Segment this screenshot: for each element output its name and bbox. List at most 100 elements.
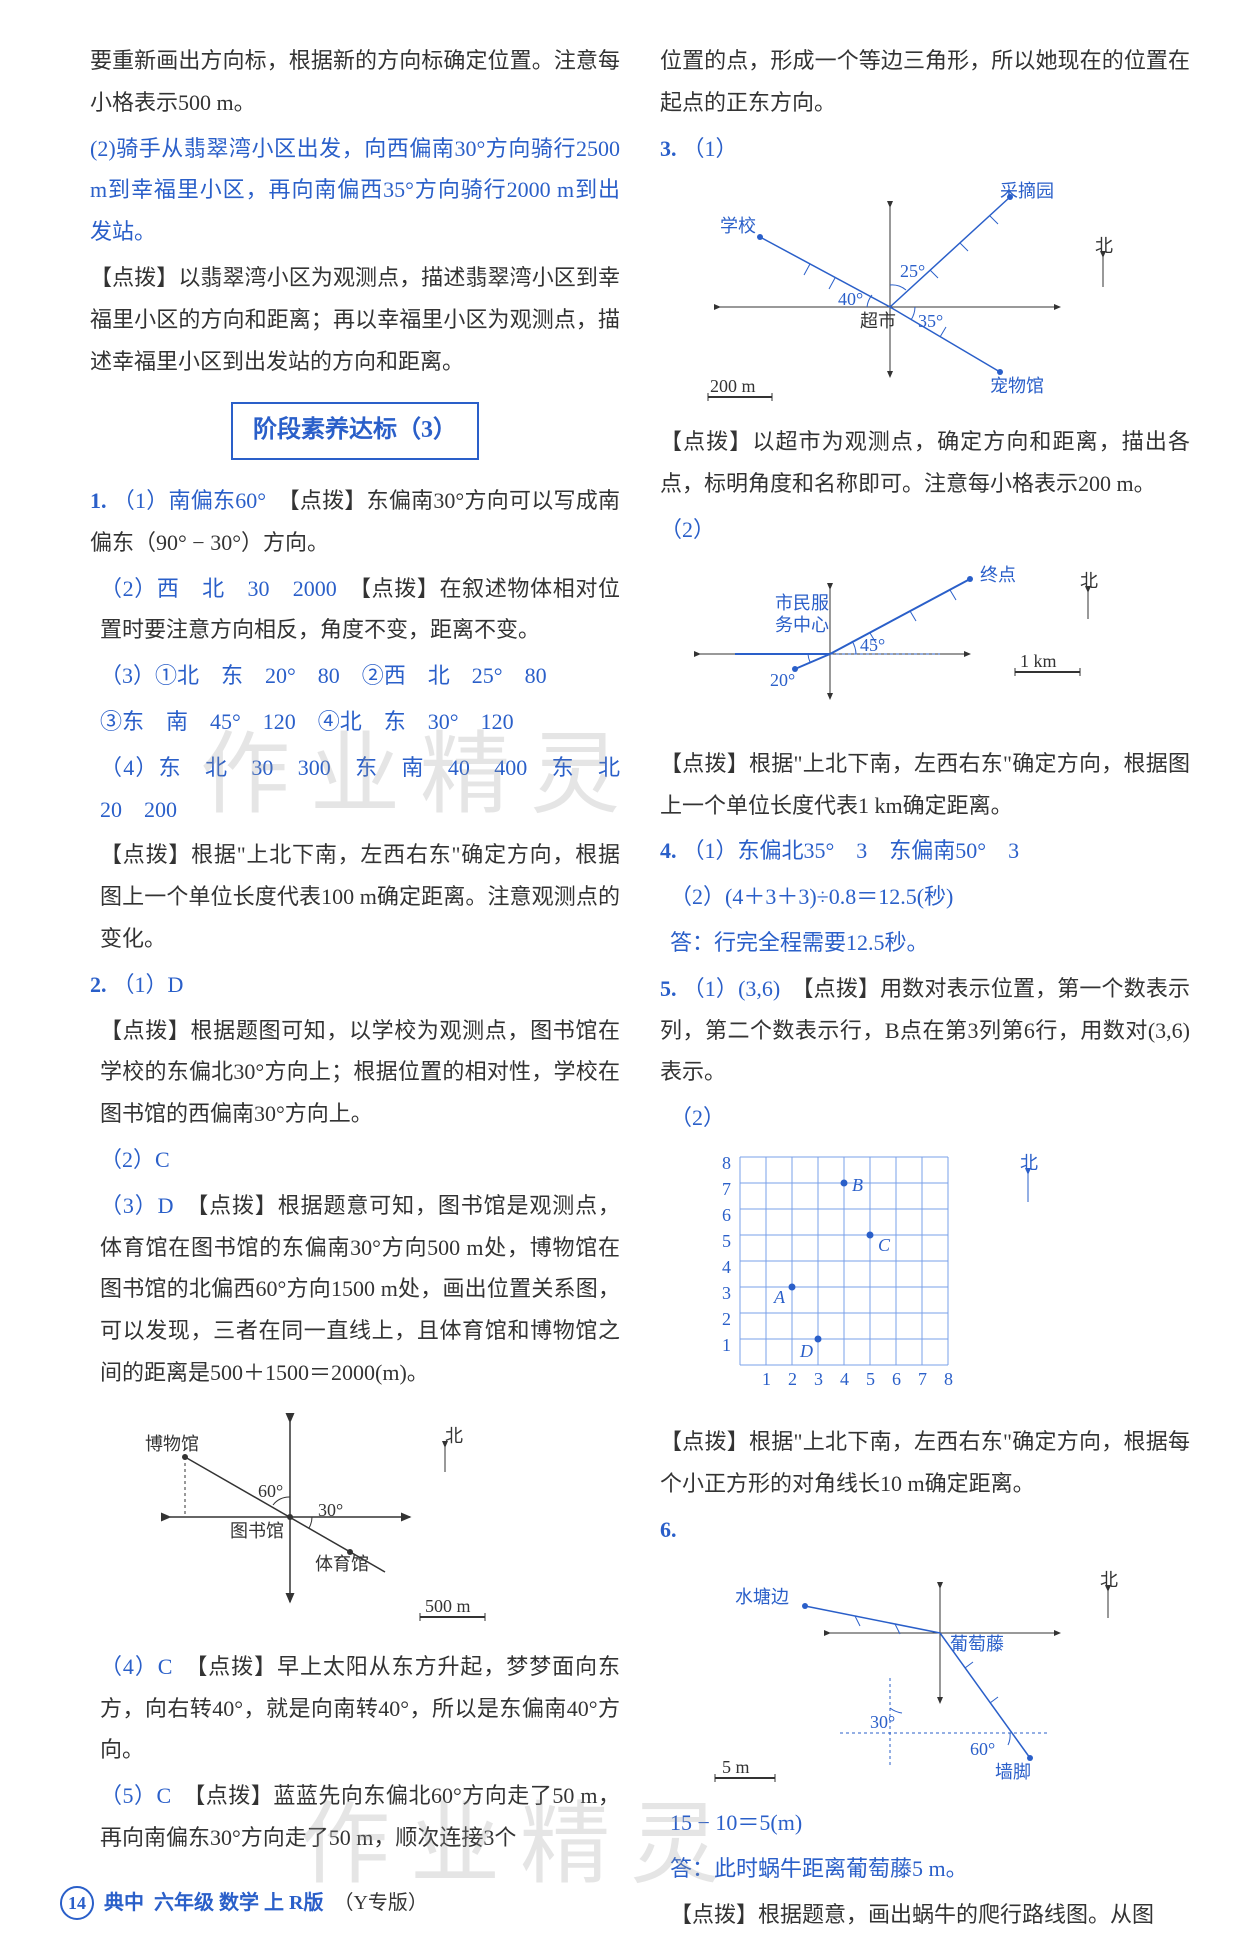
ans: （2）西 北 30 2000 [100, 576, 360, 601]
tip-label: 【点拨】 [197, 1193, 278, 1218]
label-scale: 200 m [710, 376, 756, 396]
q6-diagram: 葡萄藤 水塘边 墙脚 30° 60° 北 5 m [660, 1558, 1160, 1788]
angle-label: 45° [860, 635, 885, 655]
svg-text:6: 6 [892, 1369, 901, 1389]
qnum: 2. [90, 972, 107, 997]
ans: （5）C [100, 1783, 194, 1808]
tip-label: 【点拨】 [100, 842, 191, 867]
tip-label: 【点拨】 [670, 1902, 758, 1927]
label-north: 北 [1095, 236, 1113, 256]
label-museum: 博物馆 [145, 1434, 199, 1454]
qnum: 4. [660, 838, 677, 863]
q5-line: 5.（1）(3,6) 【点拨】用数对表示位置，第一个数表示列，第二个数表示行，B… [660, 968, 1190, 1093]
label-scale: 500 m [425, 1596, 471, 1616]
tip-label: 【点拨】 [660, 429, 752, 454]
svg-text:2: 2 [722, 1309, 731, 1329]
q3-line: （2） [660, 509, 1190, 551]
svg-text:B: B [852, 1175, 863, 1195]
label-pond: 水塘边 [735, 1587, 789, 1607]
q5-grid: 8 7 6 5 4 3 2 1 1 2 3 4 5 6 7 8 A [660, 1147, 1080, 1407]
tip-text: 根据题意，画出蜗牛的爬行路线图。从图 [758, 1902, 1154, 1927]
label-market: 超市 [860, 311, 896, 331]
qnum: 6. [660, 1517, 677, 1542]
svg-text:6: 6 [722, 1205, 731, 1225]
footer-ver: （Y专版） [333, 1884, 427, 1922]
q4-line: （2）(4＋3＋3)÷0.8＝12.5(秒) [660, 876, 1190, 918]
svg-text:7: 7 [722, 1179, 731, 1199]
q6-line: 答：此时蜗牛距离葡萄藤5 m。 [660, 1848, 1190, 1890]
q4-line: 4.（1）东偏北35° 3 东偏南50° 3 [660, 830, 1190, 872]
q6-line: 15 − 10＝5(m) [660, 1802, 1190, 1844]
ans: （1）(3,6) [683, 976, 803, 1001]
tip-label: 【点拨】 [90, 265, 178, 290]
q3-tip: 【点拨】以超市为观测点，确定方向和距离，描出各点，标明角度和名称即可。注意每小格… [660, 421, 1190, 505]
svg-text:3: 3 [722, 1283, 731, 1303]
label-orchard: 采摘园 [1000, 181, 1054, 201]
label-scale: 5 m [722, 1757, 750, 1777]
q1-line: 1.（1）南偏东60° 【点拨】东偏南30°方向可以写成南偏东（90° − 30… [90, 480, 620, 564]
ans: （3）D [100, 1193, 197, 1218]
tip-label: 【点拨】 [100, 1018, 191, 1043]
label-north: 北 [1100, 1570, 1118, 1590]
section-title-wrap: 阶段素养达标（3） [90, 392, 620, 470]
para: (2)骑手从翡翠湾小区出发，向西偏南30°方向骑行2500 m到幸福里小区，再向… [90, 128, 620, 253]
q1-tip: 【点拨】根据"上北下南，左西右东"确定方向，根据图上一个单位长度代表100 m确… [90, 834, 620, 959]
q2-line: 2.（1）D [90, 964, 620, 1006]
angle-label: 60° [970, 1739, 995, 1759]
q1-line: （2）西 北 30 2000 【点拨】在叙述物体相对位置时要注意方向相反，角度不… [90, 568, 620, 652]
q2-line: （3）D 【点拨】根据题意可知，图书馆是观测点，体育馆在图书馆的东偏南30°方向… [90, 1185, 620, 1394]
angle-label: 25° [900, 261, 925, 281]
svg-text:C: C [878, 1235, 891, 1255]
angle-label: 35° [918, 311, 943, 331]
svg-text:4: 4 [722, 1257, 731, 1277]
page-number: 14 [60, 1886, 94, 1920]
svg-text:1: 1 [762, 1369, 771, 1389]
svg-text:4: 4 [840, 1369, 849, 1389]
tip-label: 【点拨】 [194, 1783, 273, 1808]
ans: （1）东偏北35° 3 东偏南50° 3 [683, 838, 1020, 863]
svg-text:8: 8 [944, 1369, 953, 1389]
label-petshop: 宠物馆 [990, 376, 1044, 396]
ans: （1）南偏东60° [113, 488, 289, 513]
para: 【点拨】以翡翠湾小区为观测点，描述翡翠湾小区到幸福里小区的方向和距离；再以幸福里… [90, 257, 620, 382]
q1-line: ③东 南 45° 120 ④北 东 30° 120 [90, 701, 620, 743]
q3-diagram-2: 45° 20° 市民服 务中心 终点 北 1 km [660, 559, 1160, 729]
q3-line: 3.（1） [660, 128, 1190, 170]
label-gym: 体育馆 [315, 1554, 369, 1574]
q2-diagram: 60° 30° 博物馆 图书馆 体育馆 北 500 m [90, 1402, 510, 1632]
footer: 14 典中 六年级 数学 上 R版 （Y专版） [60, 1884, 428, 1922]
ans: （4）C [100, 1654, 196, 1679]
tip-label: 【点拨】 [196, 1654, 277, 1679]
label-wall: 墙脚 [995, 1762, 1031, 1782]
q2-line: （2）C [90, 1139, 620, 1181]
right-column: 位置的点，形成一个等边三角形，所以她现在的位置在起点的正东方向。 3.（1） 超… [660, 40, 1190, 1860]
tip-label: 【点拨】 [660, 751, 749, 776]
q4-line: 答：行完全程需要12.5秒。 [660, 922, 1190, 964]
ans: （1） [683, 136, 738, 161]
q3-tip: 【点拨】根据"上北下南，左西右东"确定方向，根据图上一个单位长度代表1 km确定… [660, 743, 1190, 827]
label-north: 北 [1080, 571, 1098, 591]
q1-line: （4）东 北 30 300 东 南 40 400 东 北 20 200 [90, 747, 620, 831]
label-north: 北 [445, 1426, 463, 1446]
label-vine: 葡萄藤 [950, 1634, 1004, 1654]
angle-label: 20° [770, 670, 795, 690]
q1-line: （3）①北 东 20° 80 ②西 北 25° 80 [90, 655, 620, 697]
qnum: 1. [90, 488, 107, 513]
tip-label: 【点拨】 [289, 488, 367, 513]
angle-label: 30° [870, 1712, 895, 1732]
para: 要重新画出方向标，根据新的方向标确定位置。注意每小格表示500 m。 [90, 40, 620, 124]
qnum: 5. [660, 976, 677, 1001]
angle-label: 40° [838, 289, 863, 309]
label-school: 学校 [720, 216, 756, 236]
qnum: 3. [660, 136, 677, 161]
label-end: 终点 [980, 565, 1016, 585]
label-center: 市民服 [775, 593, 829, 613]
tip-label: 【点拨】 [360, 576, 440, 601]
ans: （1）D [113, 972, 184, 997]
q6-line: 6. [660, 1509, 1190, 1551]
svg-text:1: 1 [722, 1335, 731, 1355]
svg-text:5: 5 [866, 1369, 875, 1389]
q2-tip: 【点拨】根据题图可知，以学校为观测点，图书馆在学校的东偏北30°方向上；根据位置… [90, 1010, 620, 1135]
label-center2: 务中心 [775, 615, 829, 635]
label-library: 图书馆 [230, 1521, 284, 1541]
